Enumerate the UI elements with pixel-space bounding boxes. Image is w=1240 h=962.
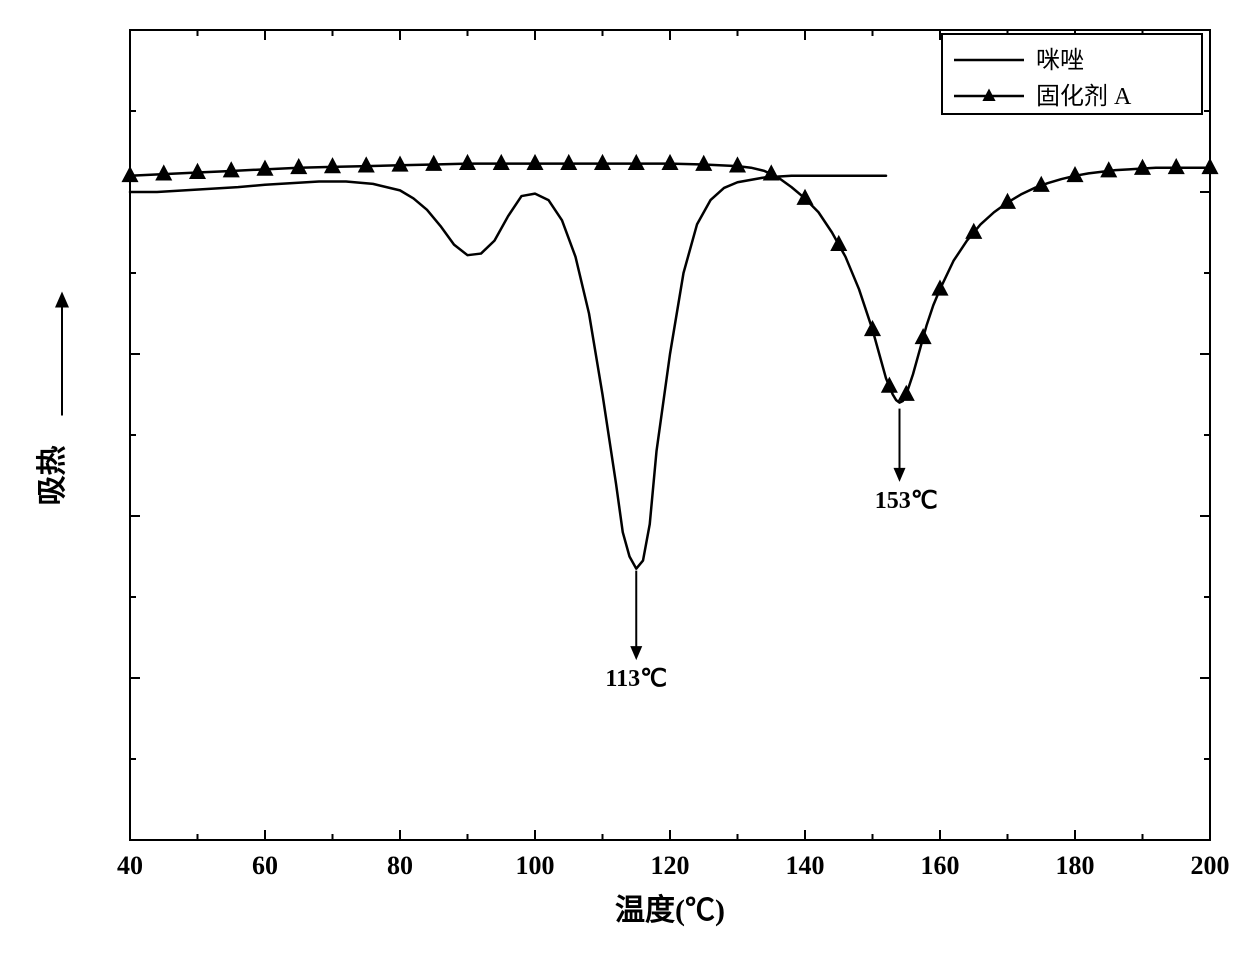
x-tick-label: 140: [786, 851, 825, 880]
x-tick-label: 80: [387, 851, 413, 880]
annotation-label: 153℃: [875, 488, 938, 514]
x-tick-label: 180: [1056, 851, 1095, 880]
dsc-chart: 40 60 80 100 120 140 160 180 200 温度(℃) 吸热 113℃ 153℃ 咪…: [0, 0, 1240, 962]
x-tick-label: 200: [1191, 851, 1230, 880]
y-axis-title: 吸热: [36, 446, 69, 506]
chart-svg: 40 60 80 100 120 140 160 180 200 温度(℃) 吸热 113℃ 153℃ 咪…: [0, 0, 1240, 962]
annotation-label: 113℃: [605, 666, 667, 692]
x-tick-label: 100: [516, 851, 555, 880]
chart-bg: [0, 0, 1240, 962]
x-tick-label: 120: [651, 851, 690, 880]
x-tick-label: 160: [921, 851, 960, 880]
x-axis-title: 温度(℃): [615, 894, 725, 927]
legend-label: 咪唑: [1036, 47, 1084, 74]
x-tick-label: 60: [252, 851, 278, 880]
legend-label: 固化剂 A: [1036, 83, 1132, 110]
x-tick-label: 40: [117, 851, 143, 880]
